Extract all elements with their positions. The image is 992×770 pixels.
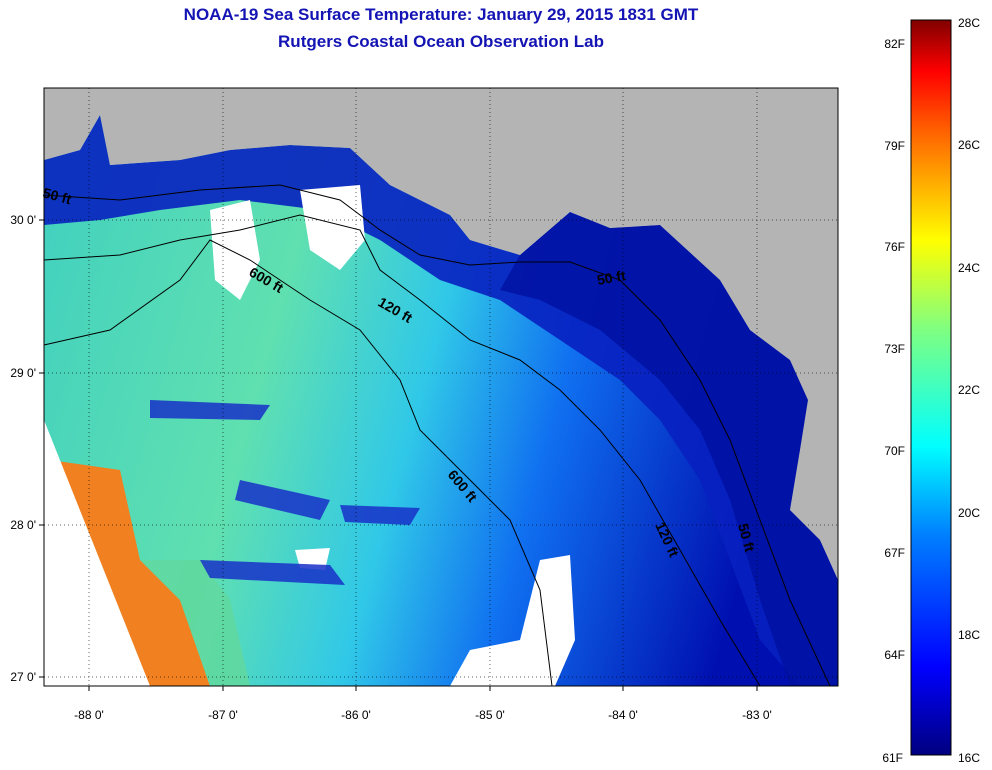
contour-labels: 50 ft 600 ft 120 ft 50 ft 600 ft 120 ft …	[41, 184, 758, 559]
colorbar-label-f: 73F	[884, 342, 905, 356]
colorbar-celsius-labels: 28C 26C 24C 22C 20C 18C 16C	[958, 16, 980, 765]
colorbar-label-c: 20C	[958, 506, 980, 520]
lat-tick-label: 28 0'	[10, 518, 36, 532]
colorbar-label-f: 76F	[884, 240, 905, 254]
contour-label: 50 ft	[41, 184, 73, 207]
colorbar-label-f: 79F	[884, 139, 905, 153]
colorbar-label-c: 24C	[958, 261, 980, 275]
colorbar-label-f: 82F	[884, 37, 905, 51]
lon-tick-labels: -88 0' -87 0' -86 0' -85 0' -84 0' -83 0…	[74, 708, 772, 722]
lat-tick-labels: 30 0' 29 0' 28 0' 27 0'	[10, 213, 36, 684]
lon-tick-label: -87 0'	[208, 708, 238, 722]
lon-tick-label: -84 0'	[608, 708, 638, 722]
graticule	[44, 88, 838, 686]
lon-tick-label: -85 0'	[475, 708, 505, 722]
colorbar	[910, 19, 952, 756]
colorbar-label-c: 18C	[958, 628, 980, 642]
axis-ticks	[39, 219, 758, 691]
map-title: NOAA-19 Sea Surface Temperature: January…	[183, 5, 699, 24]
lat-tick-label: 27 0'	[10, 670, 36, 684]
map-border	[43, 87, 839, 687]
colorbar-fahrenheit-labels: 82F 79F 76F 73F 70F 67F 64F 61F	[882, 37, 905, 765]
colorbar-label-f: 61F	[882, 751, 903, 765]
lat-tick-label: 29 0'	[10, 366, 36, 380]
lon-tick-label: -83 0'	[742, 708, 772, 722]
warm-water-west	[50, 460, 210, 686]
no-data-swath-edge	[44, 420, 150, 686]
contour-label: 50 ft	[735, 522, 758, 554]
colorbar-label-c: 22C	[958, 383, 980, 397]
contour-label: 50 ft	[596, 267, 627, 288]
colorbar-label-c: 28C	[958, 16, 980, 30]
colorbar-label-f: 70F	[884, 444, 905, 458]
depth-contours	[43, 184, 831, 687]
lon-tick-label: -88 0'	[74, 708, 104, 722]
colorbar-label-c: 26C	[958, 138, 980, 152]
lon-tick-label: -86 0'	[341, 708, 371, 722]
colorbar-label-f: 67F	[884, 546, 905, 560]
colorbar-label-c: 16C	[958, 751, 980, 765]
map-subtitle: Rutgers Coastal Ocean Observation Lab	[278, 32, 604, 51]
map-frame	[44, 88, 838, 686]
colorbar-label-f: 64F	[884, 648, 905, 662]
lat-tick-label: 30 0'	[10, 213, 36, 227]
